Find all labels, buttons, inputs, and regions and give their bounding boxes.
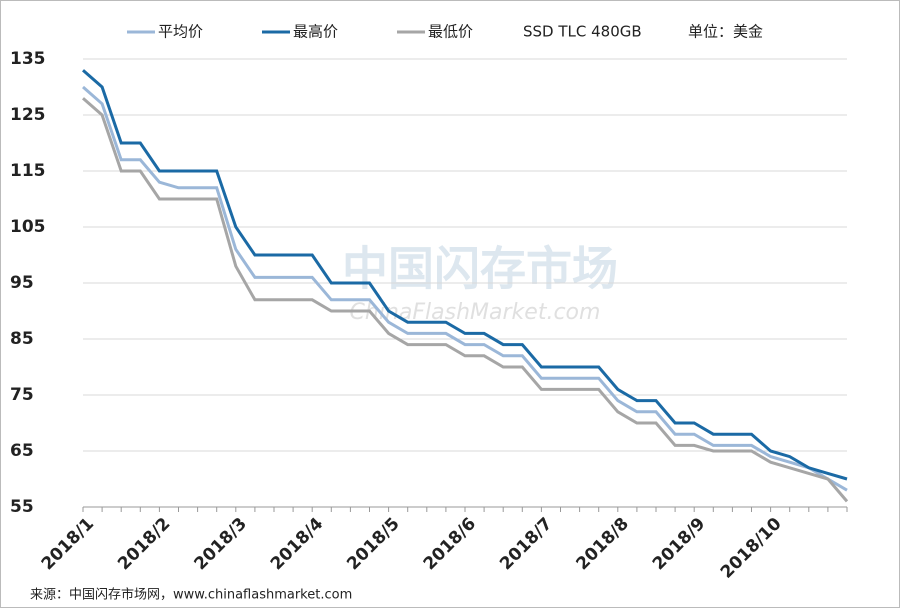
y-tick-label: 105 [10,217,46,237]
line-series [82,97,849,503]
line-series [82,69,848,481]
legend-label: 最低价 [428,23,473,41]
y-tick-label: 95 [10,273,34,293]
y-tick-label: 55 [10,497,34,517]
legend-text: SSD TLC 480GB [523,23,642,41]
legend-label: 最高价 [293,23,338,41]
line-series [82,85,848,492]
y-tick-label: 75 [10,385,34,405]
legend-text: 单位：美金 [688,23,763,41]
legend-label: 平均价 [158,23,203,41]
source: 来源：中国闪存市场网，www.chinaflashmarket.com [30,587,352,603]
y-tick-label: 125 [10,105,46,125]
y-tick-label: 135 [10,49,46,69]
y-tick-label: 65 [10,441,34,461]
watermark: 中国闪存市场 [342,242,618,296]
y-tick-label: 85 [10,329,34,349]
y-tick-label: 115 [10,161,46,181]
